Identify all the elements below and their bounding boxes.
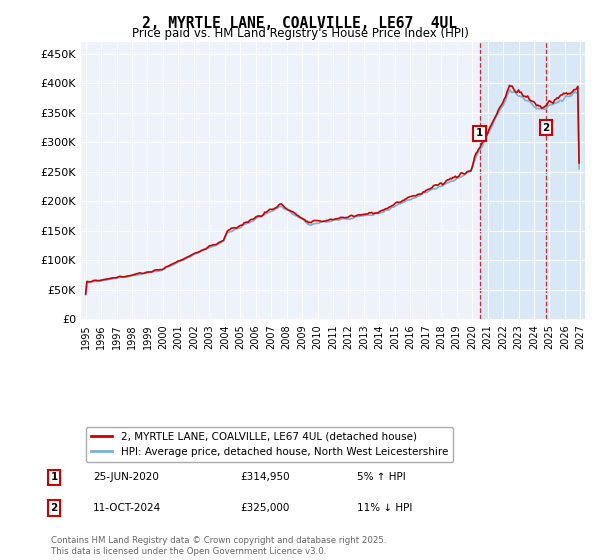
Text: £325,000: £325,000	[240, 503, 289, 513]
Text: 11-OCT-2024: 11-OCT-2024	[93, 503, 161, 513]
Text: 1: 1	[50, 472, 58, 482]
Text: Price paid vs. HM Land Registry's House Price Index (HPI): Price paid vs. HM Land Registry's House …	[131, 27, 469, 40]
Text: 2, MYRTLE LANE, COALVILLE, LE67  4UL: 2, MYRTLE LANE, COALVILLE, LE67 4UL	[143, 16, 458, 31]
Text: 5% ↑ HPI: 5% ↑ HPI	[357, 472, 406, 482]
Text: 11% ↓ HPI: 11% ↓ HPI	[357, 503, 412, 513]
Text: 25-JUN-2020: 25-JUN-2020	[93, 472, 159, 482]
Legend: 2, MYRTLE LANE, COALVILLE, LE67 4UL (detached house), HPI: Average price, detach: 2, MYRTLE LANE, COALVILLE, LE67 4UL (det…	[86, 427, 453, 463]
Text: 2: 2	[50, 503, 58, 513]
Bar	[479, 42, 585, 319]
Text: £314,950: £314,950	[240, 472, 290, 482]
Text: Contains HM Land Registry data © Crown copyright and database right 2025.
This d: Contains HM Land Registry data © Crown c…	[51, 536, 386, 556]
Text: 1: 1	[476, 128, 483, 138]
Text: 2: 2	[542, 123, 550, 133]
